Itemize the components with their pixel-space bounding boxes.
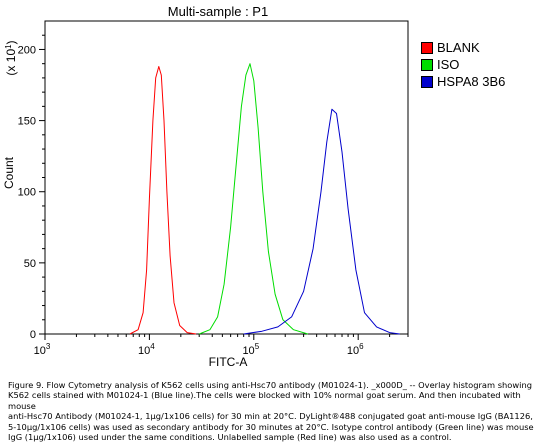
series-line-iso xyxy=(199,63,309,335)
x-tick-label: 105 xyxy=(242,342,259,357)
legend-label-hspa8: HSPA8 3B6 xyxy=(437,74,506,89)
series-line-hspa8 xyxy=(243,108,400,335)
flow-cytometry-chart: Multi-sample : P1 (x 101) Count FITC-A 0… xyxy=(2,4,409,369)
caption-line: IgG (1µg/1x106) used under the same cond… xyxy=(8,432,452,442)
caption-line: K562 cells stained with M01024-1 (Blue l… xyxy=(8,390,521,411)
y-tick-label: 0 xyxy=(30,329,36,341)
y-multiplier-exp: 1 xyxy=(4,44,13,49)
y-multiplier-open: (x 10 xyxy=(4,49,18,76)
series-lines xyxy=(129,63,400,335)
y-tick-label: 200 xyxy=(18,44,36,56)
plot-frame xyxy=(44,20,409,335)
y-tick-label: 150 xyxy=(18,116,36,128)
x-axis-ticks: 103 104 105 106 xyxy=(34,334,409,357)
y-multiplier-label: (x 101) xyxy=(4,40,18,75)
legend-swatch-iso xyxy=(421,58,433,71)
legend-swatch-blank xyxy=(421,41,433,54)
y-tick-label: 100 xyxy=(18,187,36,199)
legend-item-blank: BLANK xyxy=(421,39,505,56)
caption-line: anti-Hsc70 Antibody (M01024-1, 1µg/1x106… xyxy=(8,411,533,422)
caption-line: 5-10µg/1x106 cells) was used as secondar… xyxy=(8,421,534,432)
y-multiplier-close: ) xyxy=(4,40,18,44)
x-tick-label: 103 xyxy=(34,342,51,357)
legend: BLANK ISO HSPA8 3B6 xyxy=(421,39,505,90)
legend-item-iso: ISO xyxy=(421,56,505,73)
legend-label-blank: BLANK xyxy=(437,40,480,55)
series-line-blank xyxy=(129,66,197,335)
legend-swatch-hspa8 xyxy=(421,75,433,88)
y-axis-ticks: 0 50 100 150 200 xyxy=(18,34,45,341)
x-axis-label: FITC-A xyxy=(209,355,248,369)
chart-title: Multi-sample : P1 xyxy=(168,4,268,19)
y-tick-label: 50 xyxy=(24,258,36,270)
caption-line: Figure 9. Flow Cytometry analysis of K56… xyxy=(8,380,532,390)
x-tick-label: 104 xyxy=(138,342,155,357)
y-axis-label: Count xyxy=(2,156,16,189)
x-tick-label: 106 xyxy=(347,342,364,357)
figure-caption: Figure 9. Flow Cytometry analysis of K56… xyxy=(8,380,544,442)
legend-item-hspa8: HSPA8 3B6 xyxy=(421,73,505,90)
legend-label-iso: ISO xyxy=(437,57,460,72)
